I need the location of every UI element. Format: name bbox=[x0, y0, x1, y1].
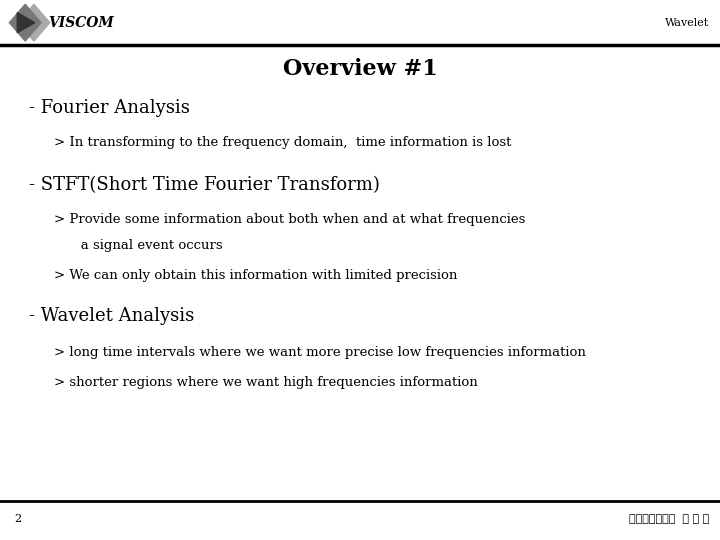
Text: - STFT(Short Time Fourier Transform): - STFT(Short Time Fourier Transform) bbox=[29, 176, 379, 194]
Text: > long time intervals where we want more precise low frequencies information: > long time intervals where we want more… bbox=[54, 346, 586, 359]
Polygon shape bbox=[18, 4, 50, 41]
Text: > shorter regions where we want high frequencies information: > shorter regions where we want high fre… bbox=[54, 376, 478, 389]
Text: Overview #1: Overview #1 bbox=[283, 58, 437, 80]
Text: 2: 2 bbox=[14, 515, 22, 524]
Text: Wavelet: Wavelet bbox=[665, 18, 709, 28]
Text: > Provide some information about both when and at what frequencies: > Provide some information about both wh… bbox=[54, 213, 526, 226]
Text: a signal event occurs: a signal event occurs bbox=[68, 239, 223, 252]
Text: > We can only obtain this information with limited precision: > We can only obtain this information wi… bbox=[54, 269, 457, 282]
Polygon shape bbox=[9, 4, 41, 41]
Text: - Wavelet Analysis: - Wavelet Analysis bbox=[29, 307, 194, 325]
Text: - Fourier Analysis: - Fourier Analysis bbox=[29, 99, 189, 117]
Text: VISCOM: VISCOM bbox=[48, 16, 114, 30]
Text: 영상통신연구실  박 원 배: 영상통신연구실 박 원 배 bbox=[629, 515, 709, 524]
Polygon shape bbox=[17, 12, 35, 33]
Text: > In transforming to the frequency domain,  time information is lost: > In transforming to the frequency domai… bbox=[54, 136, 511, 148]
